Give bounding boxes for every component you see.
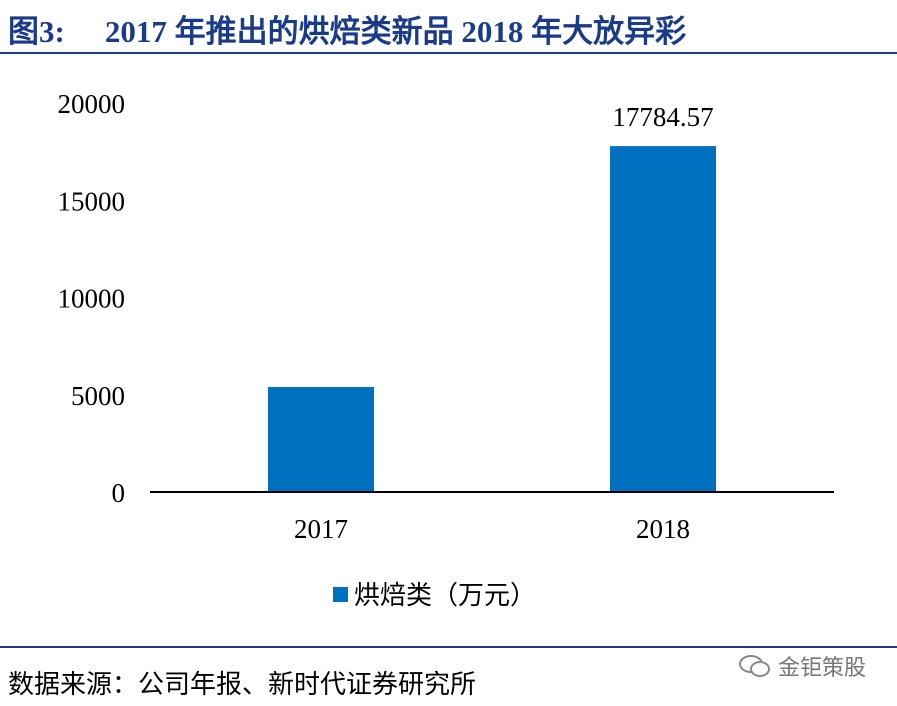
wechat-icon <box>739 655 770 677</box>
title-divider <box>0 52 897 54</box>
legend: 烘焙类（万元） <box>333 581 536 611</box>
y-tick-label: 20000 <box>58 89 126 119</box>
data-label: 17784.57 <box>612 102 713 132</box>
bar <box>610 146 716 492</box>
y-tick-label: 0 <box>112 478 126 508</box>
y-axis-ticks: 0 5000 10000 15000 20000 <box>58 89 126 508</box>
figure-number: 图3: <box>8 14 65 49</box>
watermark-text: 金钜策股 <box>778 656 867 681</box>
source-note: 数据来源：公司年报、新时代证券研究所 <box>8 670 477 700</box>
figure-title: 图3: 2017 年推出的烘焙类新品 2018 年大放异彩 <box>8 6 686 51</box>
x-axis-ticks: 2017 2018 <box>294 514 690 544</box>
bar-chart: 0 5000 10000 15000 20000 17784.57 2017 2018 烘… <box>58 89 834 611</box>
data-labels: 17784.57 <box>612 102 713 132</box>
x-tick-label: 2017 <box>294 514 348 544</box>
y-tick-label: 15000 <box>58 186 126 216</box>
source-divider <box>0 646 897 648</box>
y-tick-label: 10000 <box>58 284 126 314</box>
legend-label: 烘焙类（万元） <box>354 581 536 611</box>
watermark: 金钜策股 <box>738 650 866 682</box>
figure-title-text: 2017 年推出的烘焙类新品 2018 年大放异彩 <box>104 14 687 49</box>
bars <box>268 146 716 492</box>
y-tick-label: 5000 <box>71 381 125 411</box>
legend-swatch <box>333 587 348 602</box>
x-tick-label: 2018 <box>636 514 690 544</box>
bar <box>268 386 374 492</box>
